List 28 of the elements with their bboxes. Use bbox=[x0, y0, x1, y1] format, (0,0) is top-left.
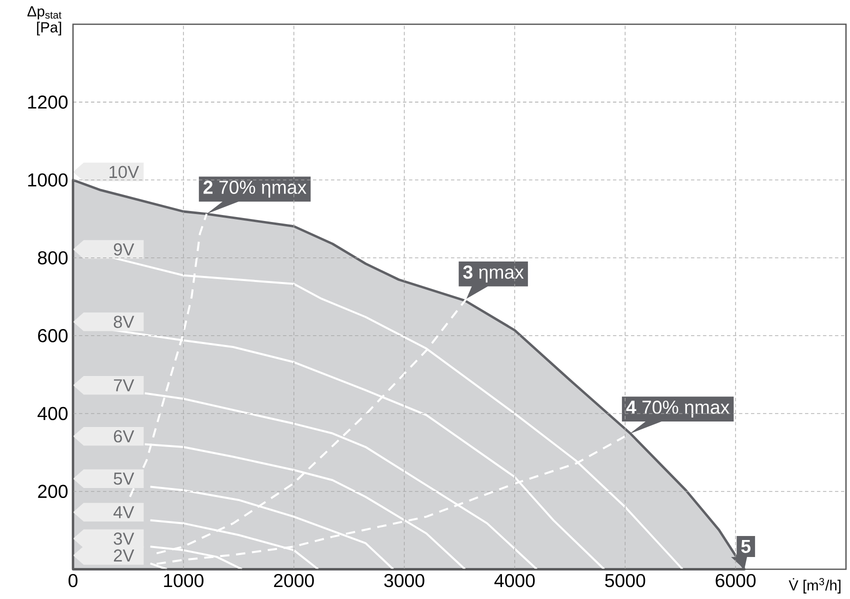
y-tick-label: 1000 bbox=[28, 173, 68, 187]
annotation: 5 bbox=[741, 540, 751, 553]
series-label: 5V bbox=[114, 472, 134, 485]
y-tick-label: 1200 bbox=[28, 95, 68, 109]
x-tick-label: 6000 bbox=[716, 574, 756, 588]
y-tick-label: 600 bbox=[38, 329, 68, 342]
series-label: 10V bbox=[110, 166, 140, 178]
x-tick-label: 2000 bbox=[274, 574, 314, 588]
series-label: 7V bbox=[114, 379, 134, 392]
x-axis-title: V̇ [m$^{3}$/h] bbox=[788, 578, 840, 594]
annotation: 3 ηmax bbox=[463, 266, 524, 282]
series-label: 2V bbox=[114, 549, 134, 562]
y-axis-title: Δp$_{stat}$ [Pa] bbox=[27, 6, 62, 36]
y-tick-label: 200 bbox=[38, 484, 68, 498]
series-label: 9V bbox=[114, 243, 134, 256]
x-tick-label: 4000 bbox=[494, 574, 535, 588]
series-label: 8V bbox=[114, 316, 134, 328]
x-tick-label: 3000 bbox=[384, 574, 424, 588]
x-tick-label: 1000 bbox=[164, 574, 204, 588]
y-tick-label: 800 bbox=[38, 251, 68, 264]
series-label: 6V bbox=[114, 430, 134, 442]
y-tick-label: 400 bbox=[38, 406, 68, 420]
x-tick-label: 5000 bbox=[605, 574, 646, 588]
x-tick-label: 0 bbox=[68, 574, 78, 588]
annotation: 2 70% ηmax bbox=[204, 180, 306, 198]
series-label: 3V bbox=[114, 532, 134, 545]
annotation: 4 70% ηmax bbox=[626, 400, 730, 418]
series-label: 4V bbox=[113, 506, 134, 518]
